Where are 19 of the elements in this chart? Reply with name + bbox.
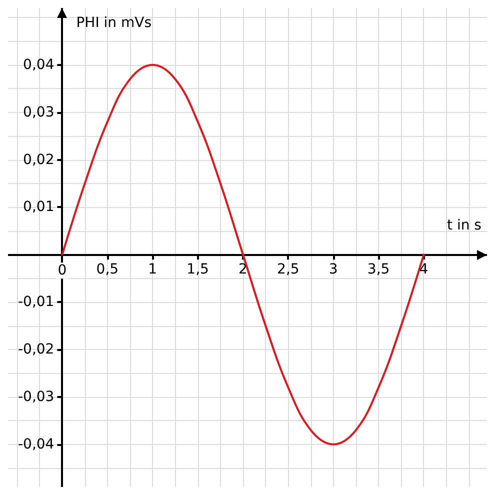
x-tick-label: 1 xyxy=(148,262,158,278)
x-tick-label: 0 xyxy=(58,262,67,279)
x-axis-title: t in s xyxy=(447,218,482,234)
y-tick-label: 0,02 xyxy=(23,152,54,168)
x-tick-label: 2,5 xyxy=(277,262,300,278)
y-tick-label: -0,04 xyxy=(18,436,54,452)
x-tick-label: 2 xyxy=(238,262,248,278)
y-tick-label: 0,01 xyxy=(23,199,54,216)
y-tick-label: -0,01 xyxy=(18,294,54,310)
y-axis-title: PHI in mVs xyxy=(76,15,152,31)
x-tick-label: 3,5 xyxy=(367,262,390,278)
y-tick-label: 0,03 xyxy=(23,104,54,120)
y-tick-label: 0,04 xyxy=(23,56,54,73)
x-tick-label: 3 xyxy=(328,262,338,278)
y-tick-label: -0,02 xyxy=(18,341,54,358)
x-tick-label: 0,5 xyxy=(96,262,119,278)
y-tick-label: -0,03 xyxy=(18,388,54,405)
x-tick-label: 4 xyxy=(419,262,428,278)
x-tick-label: 1,5 xyxy=(186,262,209,278)
